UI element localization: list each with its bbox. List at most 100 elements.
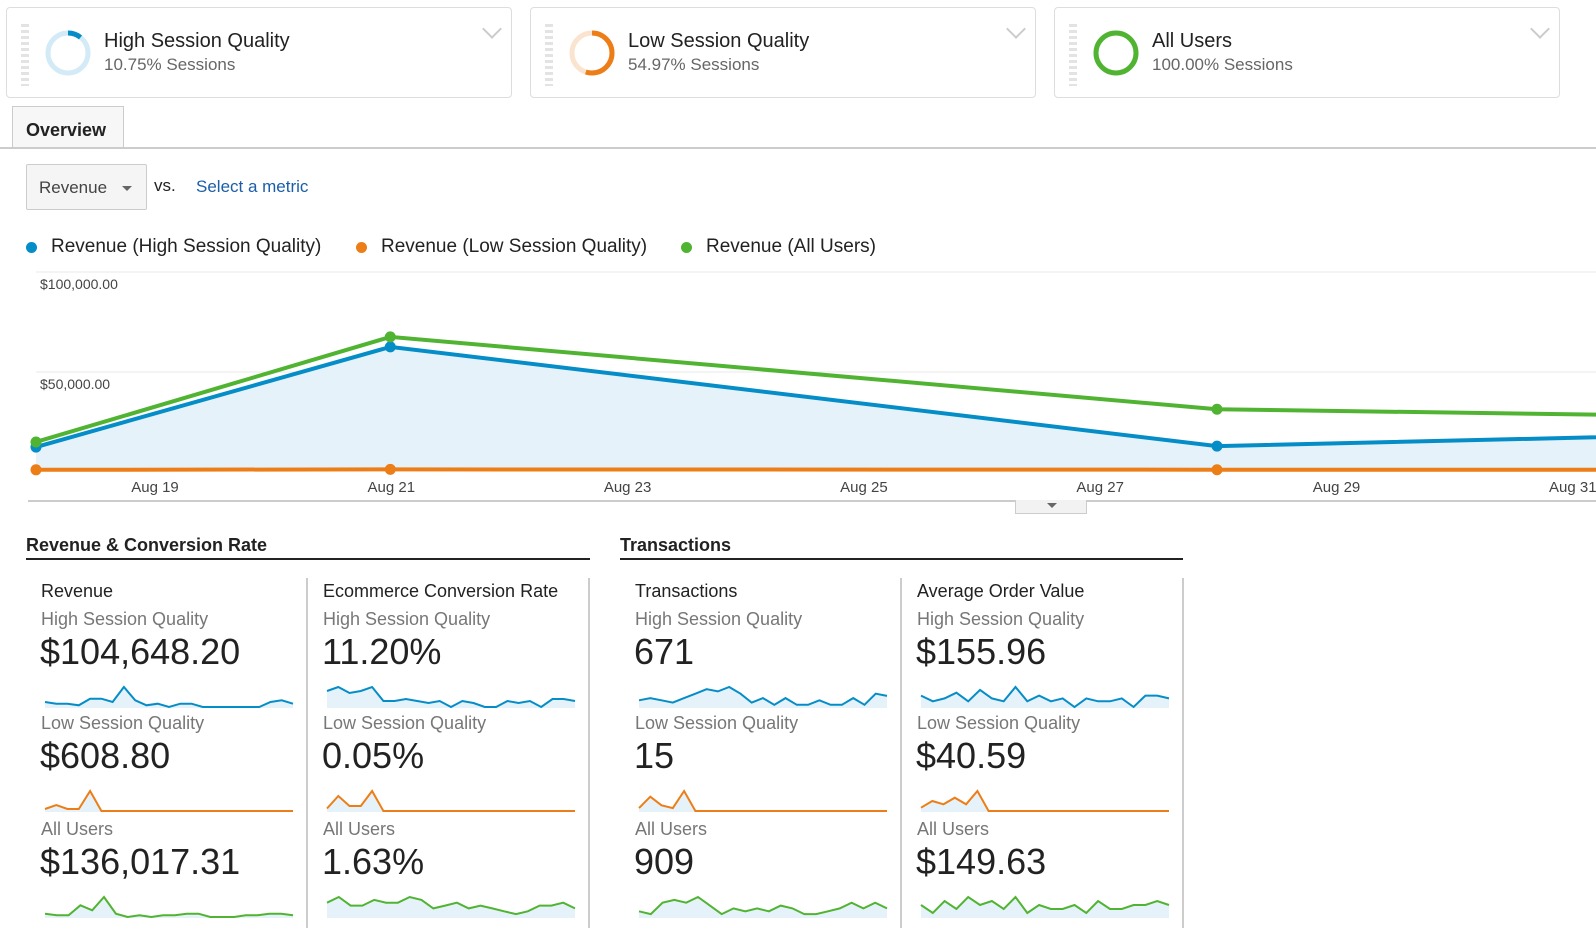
metric-value: 671 [634,631,695,672]
legend-label: Revenue (High Session Quality) [51,236,322,257]
scorecard-title: Transactions [635,581,738,601]
metric-value: $104,648.20 [40,631,241,672]
sparkline-area [327,791,575,812]
section-title: Revenue & Conversion Rate [26,535,590,560]
sparkline-line [920,895,1170,915]
y-tick-label: $100,000.00 [40,276,118,292]
select-metric-link[interactable]: Select a metric [196,177,309,196]
data-point[interactable] [384,331,396,343]
metric-value: 15 [634,735,675,776]
sparkline-line [44,789,293,812]
legend-label: Revenue (Low Session Quality) [381,236,648,257]
vs-label: vs. [154,176,176,195]
section-title: Transactions [620,535,1183,560]
segment-donut-icon [569,30,615,76]
segment-label: All Users [917,819,990,839]
sparkline-line [638,685,888,707]
legend-dot-icon [681,241,692,253]
sparkline [920,895,1170,918]
metric-value: 11.20% [322,631,442,672]
x-tick-label: Aug 21 [368,479,416,496]
metric-value: 909 [634,841,695,882]
data-point[interactable] [30,436,42,448]
chevron-down-icon[interactable] [482,19,502,39]
sparkline [638,789,887,812]
tab-overview[interactable]: Overview [12,106,124,149]
sparkline [44,895,294,919]
scorecard-title: Average Order Value [917,581,1085,601]
data-point[interactable] [1211,403,1223,415]
sparkline-line [326,895,576,916]
sparkline [638,895,888,918]
x-tick-label: Aug 27 [1076,479,1124,496]
sparkline-area [639,791,887,812]
metric-value: 1.63% [322,841,425,882]
chevron-down-icon[interactable] [1530,19,1550,39]
metric-value: $136,017.31 [40,841,241,882]
segment-label: Low Session Quality [917,713,1081,733]
segment-donut-icon [1093,30,1139,76]
scorecard: Ecommerce Conversion Rate High Session Qu… [308,578,590,928]
segment-label: Low Session Quality [323,713,487,733]
segment-label: Low Session Quality [635,713,799,733]
scorecard-title: Ecommerce Conversion Rate [323,581,559,601]
chart-collapse-handle[interactable] [1015,500,1087,514]
legend-item: Revenue (High Session Quality) [26,236,321,258]
data-point[interactable] [1211,440,1223,452]
metric-select[interactable]: Revenue [26,164,147,210]
tab-divider [0,147,1596,149]
x-tick-label: Aug 31 [1549,479,1596,496]
sparkline-line [920,789,1169,812]
segment-label: High Session Quality [635,609,803,629]
metric-value: $155.96 [916,631,1047,672]
sparkline-area [921,791,1169,812]
drag-handle-icon[interactable] [545,24,553,86]
segment-card[interactable]: High Session Quality 10.75% Sessions [6,7,512,98]
sparkline-area [327,897,575,918]
series-line [35,334,1596,444]
drag-handle-icon[interactable] [1069,24,1077,86]
segment-card[interactable]: All Users 100.00% Sessions [1054,7,1560,98]
sparkline [638,685,888,708]
segment-name: Low Session Quality [628,30,810,52]
sparkline-line [44,895,294,919]
legend-dot-icon [356,241,367,253]
segment-label: All Users [635,819,708,839]
legend-item: Revenue (All Users) [681,236,876,258]
scorecard-title: Revenue [41,581,114,601]
metric-value: $608.80 [40,735,171,776]
x-tick-label: Aug 19 [131,479,179,496]
segment-label: Low Session Quality [41,713,205,733]
data-point[interactable] [384,463,396,475]
sparkline [920,789,1169,812]
metric-select-value: Revenue [39,178,108,197]
segment-card[interactable]: Low Session Quality 54.97% Sessions [530,7,1036,98]
scorecard: Average Order Value High Session Quality … [902,578,1184,928]
x-tick-label: Aug 25 [840,479,888,496]
segment-label: All Users [41,819,114,839]
x-tick-label: Aug 23 [604,479,652,496]
series-area [36,346,1596,470]
segment-label: High Session Quality [323,609,491,629]
data-point[interactable] [1211,464,1223,476]
segment-sessions: 54.97% Sessions [628,55,760,74]
sparkline-line [326,789,575,812]
sparkline [326,685,576,709]
legend-dot-icon [26,241,37,253]
sparkline-line [920,685,1170,709]
data-point[interactable] [30,464,42,476]
chevron-down-icon[interactable] [1006,19,1026,39]
legend-item: Revenue (Low Session Quality) [356,236,647,258]
drag-handle-icon[interactable] [21,24,29,86]
sparkline [326,789,575,812]
segment-donut-icon [45,30,91,76]
sparkline-line [326,685,576,709]
segment-label: All Users [323,819,396,839]
data-point[interactable] [384,341,396,353]
sparkline [44,685,294,709]
revenue-chart: $100,000.00 $50,000.00 Aug 19 Aug 21 Aug 23 A… [28,271,1596,502]
segment-sessions: 100.00% Sessions [1152,55,1293,74]
segment-label: High Session Quality [41,609,209,629]
sparkline-area [45,791,293,812]
segment-label: High Session Quality [917,609,1085,629]
